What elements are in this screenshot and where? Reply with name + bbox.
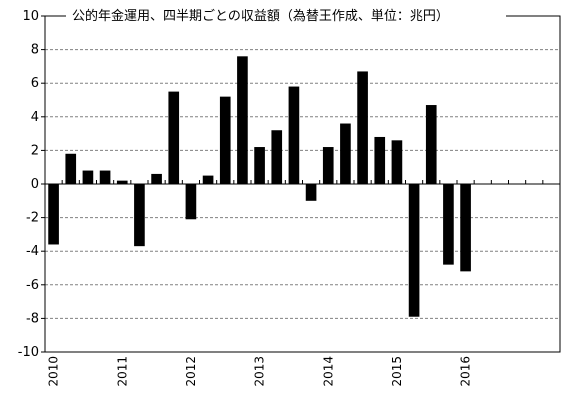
x-tick-label: 2014 bbox=[321, 356, 335, 387]
bar bbox=[134, 184, 145, 247]
bar bbox=[151, 173, 162, 184]
bar bbox=[116, 180, 128, 184]
bar bbox=[82, 170, 94, 184]
bar bbox=[237, 56, 248, 184]
x-tick-label: 2010 bbox=[47, 356, 61, 387]
bar bbox=[219, 96, 231, 184]
y-tick-label: -10 bbox=[18, 345, 39, 360]
bar bbox=[391, 140, 403, 184]
axes bbox=[41, 15, 561, 353]
y-tick-label: -2 bbox=[26, 211, 39, 226]
y-tick-label: 4 bbox=[31, 110, 39, 125]
bar bbox=[48, 184, 59, 245]
chart-title-background bbox=[66, 6, 506, 24]
bar bbox=[168, 91, 180, 184]
bar bbox=[374, 136, 386, 184]
bar bbox=[288, 86, 300, 184]
y-tick-label: 0 bbox=[31, 177, 39, 192]
bar bbox=[357, 71, 368, 184]
bar bbox=[65, 153, 77, 184]
x-tick-label: 2011 bbox=[115, 356, 129, 387]
y-tick-label: 6 bbox=[31, 76, 39, 91]
bar bbox=[340, 123, 351, 184]
bar bbox=[425, 105, 437, 184]
y-tick-label: 2 bbox=[31, 143, 39, 158]
bar bbox=[460, 184, 471, 272]
gridlines bbox=[45, 49, 560, 319]
bar bbox=[185, 184, 197, 220]
bar-series bbox=[48, 56, 471, 317]
bar bbox=[254, 147, 265, 184]
x-tick-label: 2015 bbox=[390, 356, 404, 387]
y-tick-labels: 10 8 6 4 2 0 -2 -4 -6 -8 -10 bbox=[18, 9, 39, 360]
y-tick-label: 8 bbox=[31, 43, 39, 58]
bar bbox=[271, 130, 283, 184]
bar bbox=[202, 175, 214, 184]
chart-title: 公的年金運用、四半期ごとの収益額（為替王作成、単位：兆円） bbox=[72, 8, 449, 24]
bar bbox=[99, 170, 111, 184]
x-tick-label: 2013 bbox=[253, 356, 267, 387]
y-tick-label: 10 bbox=[22, 9, 39, 24]
y-tick-label: -8 bbox=[26, 311, 39, 326]
bar bbox=[408, 184, 420, 317]
bar bbox=[443, 184, 454, 265]
y-tick-label: -4 bbox=[26, 244, 39, 259]
x-tick-labels: 2010 2011 2012 2013 2014 2015 2016 bbox=[47, 356, 473, 387]
bar bbox=[305, 184, 317, 201]
bar bbox=[322, 147, 334, 184]
x-tick-label: 2016 bbox=[459, 356, 473, 387]
x-tick-label: 2012 bbox=[184, 356, 198, 387]
y-tick-label: -6 bbox=[26, 278, 39, 293]
